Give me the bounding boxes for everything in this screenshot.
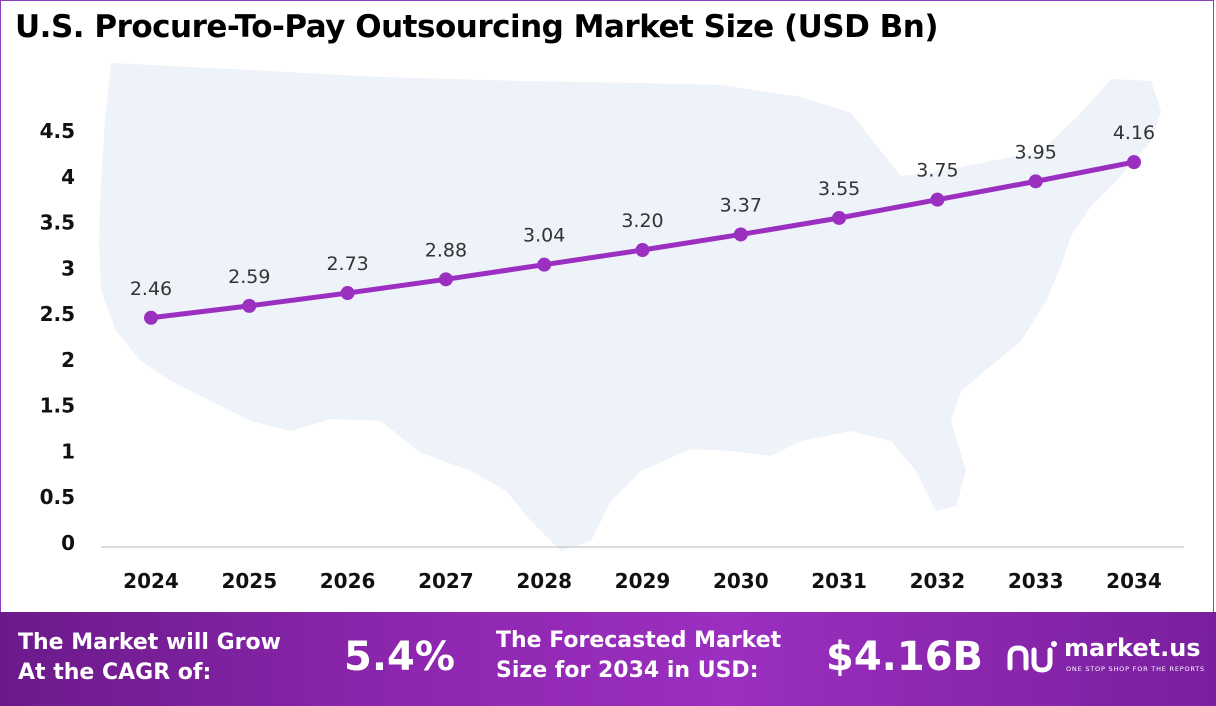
logo-tagline: ONE STOP SHOP FOR THE REPORTS bbox=[1066, 665, 1205, 673]
data-label: 2.88 bbox=[425, 239, 467, 261]
summary-footer: The Market will Grow At the CAGR of: 5.4… bbox=[0, 612, 1216, 706]
data-point bbox=[242, 298, 257, 313]
cagr-label-line2: At the CAGR of: bbox=[18, 660, 212, 685]
data-label: 3.95 bbox=[1015, 141, 1057, 163]
x-tick-label: 2034 bbox=[1106, 569, 1162, 593]
x-tick-label: 2032 bbox=[910, 569, 966, 593]
y-tick-label: 4.5 bbox=[40, 119, 75, 143]
forecast-label-line1: The Forecasted Market bbox=[496, 628, 782, 653]
data-label: 3.55 bbox=[818, 178, 860, 200]
y-tick-label: 1 bbox=[61, 439, 75, 463]
data-label: 3.04 bbox=[523, 225, 565, 247]
chart-title: U.S. Procure-To-Pay Outsourcing Market S… bbox=[15, 9, 939, 45]
x-tick-label: 2025 bbox=[221, 569, 277, 593]
data-point bbox=[144, 310, 158, 325]
x-tick-label: 2033 bbox=[1008, 569, 1064, 593]
cagr-label-line1: The Market will Grow bbox=[18, 630, 281, 655]
forecast-label: The Forecasted Market Size for 2034 in U… bbox=[496, 626, 781, 686]
data-label: 2.73 bbox=[326, 253, 368, 275]
logo-name: market.us bbox=[1064, 634, 1201, 662]
data-point bbox=[1028, 174, 1043, 189]
data-point bbox=[1127, 155, 1141, 170]
y-tick-label: 3 bbox=[61, 256, 75, 280]
data-label: 3.20 bbox=[621, 210, 663, 232]
x-tick-label: 2031 bbox=[811, 569, 867, 593]
y-tick-label: 1.5 bbox=[40, 394, 75, 418]
us-map-silhouette bbox=[99, 63, 1161, 551]
line-chart: 0 0.5 1 1.5 2 2.5 3 3.5 4 4.5 2024 2025 2026 2027 202… bbox=[40, 63, 1184, 593]
x-tick-label: 2030 bbox=[713, 569, 769, 593]
data-point bbox=[635, 243, 650, 258]
x-tick-label: 2028 bbox=[516, 569, 572, 593]
cagr-label: The Market will Grow At the CAGR of: bbox=[18, 628, 281, 688]
data-point bbox=[930, 192, 945, 207]
data-point bbox=[340, 286, 355, 301]
data-label: 3.75 bbox=[916, 160, 958, 182]
y-tick-label: 0 bbox=[61, 531, 75, 555]
cagr-value: 5.4% bbox=[344, 634, 455, 680]
data-point bbox=[832, 210, 847, 225]
data-label: 2.59 bbox=[228, 266, 270, 288]
data-point bbox=[733, 227, 748, 242]
y-tick-label: 4 bbox=[61, 165, 75, 189]
forecast-label-line2: Size for 2034 in USD: bbox=[496, 658, 759, 683]
x-tick-label: 2026 bbox=[320, 569, 376, 593]
market-us-logo-icon bbox=[1007, 641, 1057, 673]
x-tick-label: 2029 bbox=[615, 569, 671, 593]
y-tick-label: 2.5 bbox=[40, 302, 75, 326]
y-tick-label: 2 bbox=[61, 348, 75, 372]
data-label: 3.37 bbox=[720, 194, 762, 216]
data-label: 2.46 bbox=[130, 278, 172, 300]
forecast-value: $4.16B bbox=[826, 634, 984, 680]
data-point bbox=[537, 257, 552, 272]
data-point bbox=[438, 272, 453, 287]
data-label: 4.16 bbox=[1113, 122, 1155, 144]
x-tick-label: 2024 bbox=[123, 569, 179, 593]
y-tick-label: 3.5 bbox=[40, 211, 75, 235]
y-tick-label: 0.5 bbox=[40, 485, 75, 509]
x-tick-label: 2027 bbox=[418, 569, 474, 593]
